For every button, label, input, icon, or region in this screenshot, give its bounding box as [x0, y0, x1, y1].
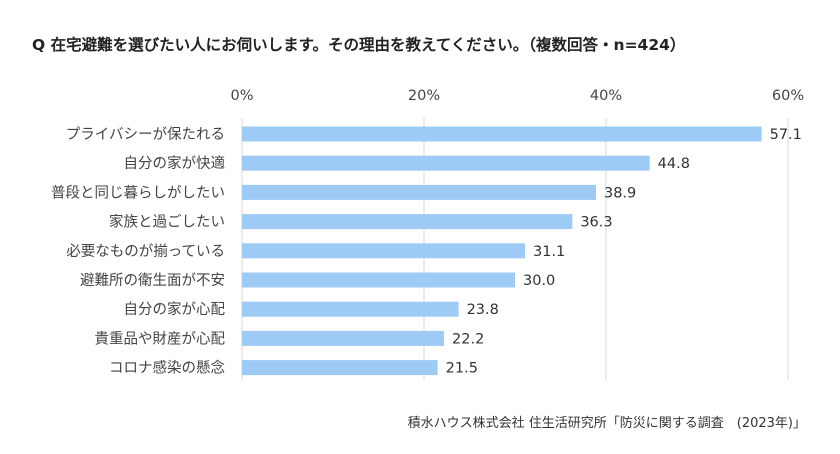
- category-label: 貴重品や財産が心配: [95, 330, 226, 347]
- x-tick-label: 20%: [408, 88, 440, 104]
- bar: [242, 272, 515, 288]
- bar: [242, 155, 650, 171]
- value-label: 44.8: [658, 156, 690, 172]
- category-label: プライバシーが保たれる: [66, 126, 225, 143]
- category-label: 自分の家が快適: [124, 154, 226, 172]
- category-label: 家族と過ごしたい: [109, 214, 225, 231]
- bar: [242, 330, 445, 346]
- value-label: 23.8: [467, 302, 499, 318]
- x-tick-label: 60%: [772, 88, 804, 104]
- value-label: 57.1: [770, 127, 802, 143]
- value-label: 31.1: [533, 244, 565, 260]
- value-labels: 57.1 44.8 38.9 36.3 31.1 30.0 23.8 22.2 21.5: [446, 127, 802, 377]
- bar: [242, 126, 762, 142]
- bar: [242, 184, 596, 200]
- x-tick-label: 0%: [230, 88, 253, 104]
- value-label: 30.0: [523, 273, 555, 289]
- category-label: 避難所の衛生面が不安: [80, 272, 225, 289]
- source-note: 積水ハウス株式会社 住生活研究所「防災に関する調査 (2023年)」: [407, 416, 806, 431]
- value-label: 38.9: [604, 185, 636, 201]
- bar: [242, 360, 438, 376]
- chart-title: Q 在宅避難を選びたい人にお伺いします。その理由を教えてください。（複数回答・n…: [32, 36, 686, 54]
- category-labels: プライバシーが保たれる自分の家が快適普段と同じ暮らしがしたい家族と過ごしたい必要…: [51, 126, 225, 377]
- x-tick-label: 40%: [590, 88, 622, 104]
- category-label: 普段と同じ暮らしがしたい: [51, 184, 225, 201]
- value-label: 21.5: [446, 361, 478, 377]
- value-label: 36.3: [580, 215, 612, 231]
- bars: [242, 126, 762, 376]
- category-label: 必要なものが揃っている: [66, 243, 225, 260]
- bar: [242, 243, 526, 259]
- x-axis-ticks: 0% 20% 40% 60%: [230, 88, 804, 104]
- bar: [242, 301, 459, 317]
- category-label: コロナ感染の懸念: [109, 359, 225, 377]
- value-label: 22.2: [452, 331, 484, 347]
- category-label: 自分の家が心配: [124, 301, 226, 318]
- bar: [242, 214, 573, 230]
